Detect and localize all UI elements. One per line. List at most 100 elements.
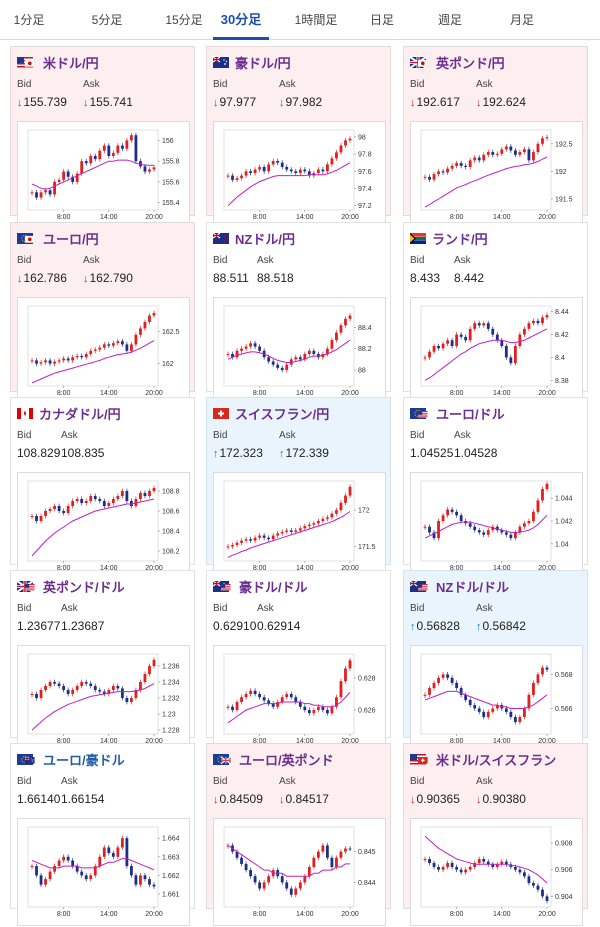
rate-card[interactable]: スイスフラン/円 Bid Ask ↑172.323 ↑172.339 172 171.5 8:… [206, 397, 391, 580]
price-chart[interactable]: 1.044 1.042 1.04 8:00 14:00 20:00 [410, 472, 583, 580]
ask-value: 108.835 [61, 446, 105, 460]
rate-card[interactable]: ユーロ/英ポンド Bid Ask ↓0.84509 ↓0.84517 0.845 0.844… [206, 743, 391, 926]
candle-body [107, 690, 111, 694]
pair-name-link[interactable]: 米ドル/スイスフラン [436, 752, 557, 768]
candle-body [491, 864, 495, 867]
y-tick-label: 1.042 [555, 519, 573, 526]
price-chart[interactable]: 0.628 0.626 8:00 14:00 20:00 [213, 645, 386, 753]
rate-card[interactable]: ユーロ/ドル Bid Ask 1.04525 1.04528 1.044 1.042 1.04… [403, 397, 588, 580]
candle-body [66, 171, 70, 177]
pair-name-link[interactable]: NZドル/円 [235, 231, 295, 247]
tab-5[interactable]: 日足 [369, 13, 394, 27]
pair-name-link[interactable]: 豪ドル/ドル [239, 579, 308, 595]
x-tick-label: 8:00 [253, 214, 267, 221]
rate-card[interactable]: 米ドル/円 Bid Ask ↓155.739 ↓155.741 156 155.8 155.6… [10, 46, 195, 229]
bid-value: 1.66140 [17, 792, 61, 806]
price-chart[interactable]: 0.568 0.566 8:00 14:00 20:00 [410, 645, 583, 753]
candle-body [468, 523, 472, 527]
price-chart[interactable]: 1.236 1.234 1.232 1.23 1.228 8:00 14:00 20:00 [17, 645, 190, 753]
price-chart[interactable]: 192.5 192 191.5 8:00 14:00 20:00 [410, 121, 583, 229]
pair-name-link[interactable]: 英ポンド/円 [436, 55, 505, 71]
ask-price: ↓192.624 [476, 95, 526, 109]
tab-7[interactable]: 月足 [509, 13, 534, 27]
price-chart[interactable]: 0.845 0.844 8:00 14:00 20:00 [213, 818, 386, 926]
candle-body [303, 169, 307, 172]
pair-name-link[interactable]: NZドル/ドル [436, 579, 509, 595]
price-chart[interactable]: 88.4 88.2 88 8:00 14:00 20:00 [213, 297, 386, 405]
candle-body [84, 875, 88, 880]
rate-card[interactable]: 豪ドル/ドル Bid Ask 0.62910 0.62914 0.628 0.626 8:00… [206, 570, 391, 753]
arrow-down-icon: ↓ [17, 273, 23, 285]
price-chart[interactable]: 1.664 1.663 1.662 1.661 8:00 14:00 20:00 [17, 818, 190, 926]
tab-0[interactable]: 1分足 [13, 13, 45, 27]
pair-name-link[interactable]: ユーロ/英ポンド [239, 752, 334, 768]
rate-card[interactable]: ユーロ/豪ドル Bid Ask 1.66140 1.66154 1.664 1.663 1.6… [10, 743, 195, 926]
y-tick-label: 108.4 [162, 529, 180, 536]
card-header: 豪ドル/円 [213, 53, 291, 71]
rate-card[interactable]: ユーロ/円 Bid Ask ↓162.786 ↓162.790 162.5 162 8:00 1… [10, 222, 195, 405]
tab-6[interactable]: 週足 [437, 13, 462, 27]
candle-body [450, 340, 454, 346]
pair-name-link[interactable]: カナダドル/円 [39, 406, 121, 422]
candle-body [541, 489, 544, 501]
price-chart[interactable]: 98 97.8 97.6 97.4 97.2 8:00 14:00 20:00 [213, 121, 386, 229]
candle-body [482, 532, 486, 535]
pair-name-link[interactable]: 豪ドル/円 [235, 55, 291, 71]
ask-price: 88.518 [257, 271, 294, 285]
candle-body [102, 691, 106, 694]
candle-body [298, 528, 302, 531]
pair-name-link[interactable]: 英ポンド/ドル [43, 579, 125, 595]
rate-card[interactable]: 米ドル/スイスフラン Bid Ask ↓0.90365 ↓0.90380 0.908 0.9… [403, 743, 588, 926]
candle-body [339, 325, 343, 333]
candle-body [455, 334, 459, 346]
y-tick-label: 162.5 [162, 329, 180, 336]
candle-body [134, 135, 138, 162]
bid-price: 0.62910 [213, 619, 256, 633]
card-header: 豪ドル/ドル [213, 577, 308, 595]
tab-4[interactable]: 1時間足 [294, 13, 338, 27]
candle-body [80, 682, 84, 686]
pair-name-link[interactable]: ユーロ/円 [43, 231, 99, 247]
rate-card[interactable]: カナダドル/円 Bid Ask 108.829 108.835 108.8 108.6 108… [10, 397, 195, 580]
ask-label: Ask [279, 79, 296, 90]
candle-body [253, 537, 257, 541]
candle-body [62, 511, 66, 513]
y-tick-label: 0.844 [358, 880, 376, 887]
moving-average-line [424, 156, 548, 208]
pair-name-link[interactable]: スイスフラン/円 [235, 406, 330, 422]
ask-price: ↓97.982 [279, 95, 322, 109]
price-chart[interactable]: 8.44 8.42 8.4 8.38 8:00 14:00 20:00 [410, 297, 583, 405]
rate-card[interactable]: NZドル/ドル Bid Ask ↑0.56828 ↑0.56842 0.568 0.566 8… [403, 570, 588, 753]
y-tick-label: 1.23 [162, 712, 176, 719]
price-chart[interactable]: 156 155.8 155.6 155.4 8:00 14:00 20:00 [17, 121, 190, 229]
price-chart[interactable]: 108.8 108.6 108.4 108.2 8:00 14:00 20:00 [17, 472, 190, 580]
pair-name-link[interactable]: ランド/円 [432, 231, 488, 247]
candle-body [253, 690, 257, 694]
rate-card[interactable]: 豪ドル/円 Bid Ask ↓97.977 ↓97.982 98 97.8 97.6 97.4 9… [206, 46, 391, 229]
candle-body [143, 493, 147, 496]
rate-card[interactable]: 英ポンド/円 Bid Ask ↓192.617 ↓192.624 192.5 192 191.… [403, 46, 588, 229]
candle-body [62, 686, 66, 690]
tab-2[interactable]: 15分足 [165, 13, 203, 27]
candle-body [44, 511, 47, 516]
rate-card[interactable]: ランド/円 Bid Ask 8.433 8.442 8.44 8.42 8.4 8.38 8:00… [403, 222, 588, 405]
candle-body [276, 160, 280, 163]
tab-1[interactable]: 5分足 [91, 13, 123, 27]
rate-card[interactable]: 英ポンド/ドル Bid Ask 1.23677 1.23687 1.236 1.234 1.2… [10, 570, 195, 753]
tab-3[interactable]: 30分足 [213, 0, 269, 40]
candle-body [258, 694, 262, 698]
pair-name-link[interactable]: ユーロ/豪ドル [43, 752, 125, 768]
candle-body [473, 863, 477, 867]
price-chart[interactable]: 172 171.5 8:00 14:00 20:00 [213, 472, 386, 580]
bid-value: 0.90365 [416, 792, 460, 806]
rate-card[interactable]: NZドル/円 Bid Ask 88.511 88.518 88.4 88.2 88 8:00 14… [206, 222, 391, 405]
price-chart[interactable]: 162.5 162 8:00 14:00 20:00 [17, 297, 190, 405]
candle-body [53, 506, 56, 509]
ask-value: 192.624 [482, 95, 526, 109]
y-tick-label: 0.908 [555, 841, 573, 848]
candle-body [75, 355, 79, 358]
pair-name-link[interactable]: ユーロ/ドル [436, 406, 505, 422]
price-chart[interactable]: 0.908 0.906 0.904 8:00 14:00 20:00 [410, 818, 583, 926]
pair-name-link[interactable]: 米ドル/円 [43, 55, 99, 71]
x-tick-label: 14:00 [100, 565, 118, 572]
